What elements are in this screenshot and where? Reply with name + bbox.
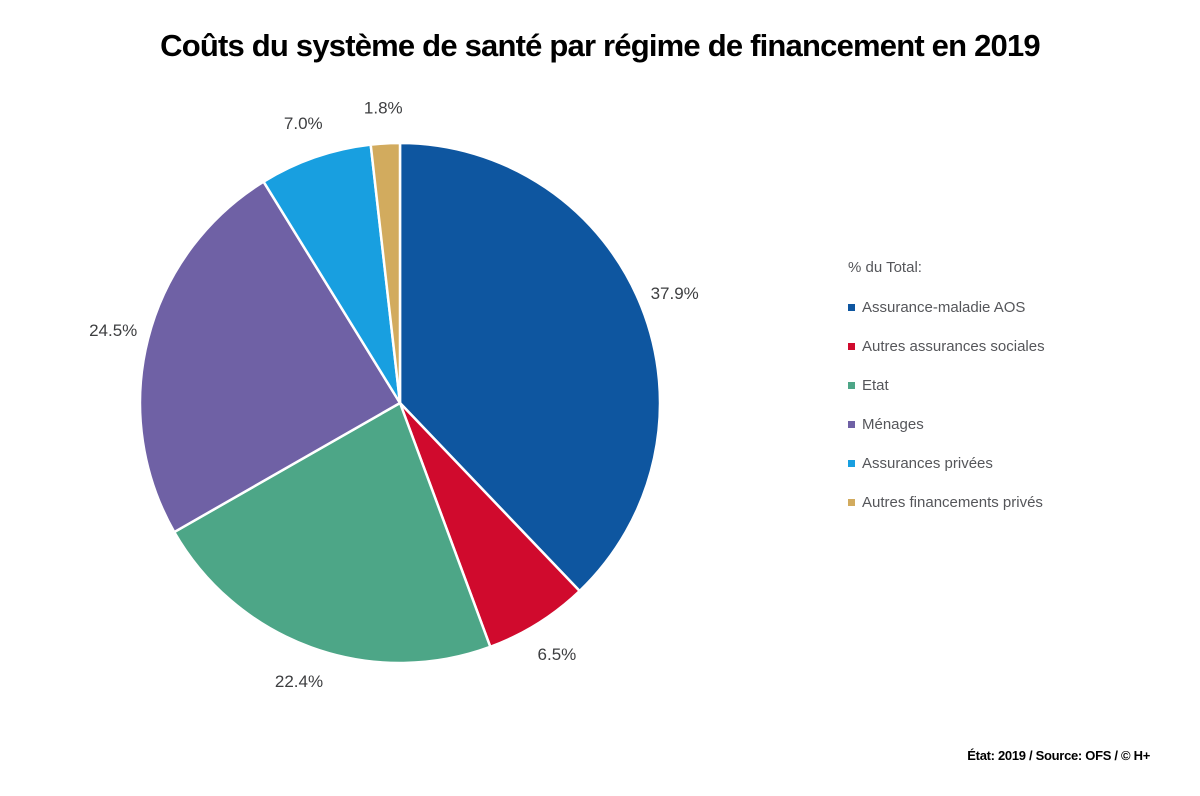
- pie-percent-label-autres-assurances-sociales: 6.5%: [538, 645, 577, 664]
- legend-item-etat[interactable]: Etat: [848, 377, 1045, 394]
- pie-percent-label-assurances-privees: 7.0%: [284, 114, 323, 133]
- legend-label: Etat: [862, 377, 889, 394]
- pie-percent-label-assurance-maladie-aos: 37.9%: [651, 284, 699, 303]
- pie-slice-menages[interactable]: [138, 180, 402, 534]
- legend-title: % du Total:: [848, 259, 922, 276]
- legend-label: Assurances privées: [862, 455, 993, 472]
- legend-item-menages[interactable]: Ménages: [848, 416, 1045, 433]
- legend-item-assurance-maladie-aos[interactable]: Assurance-maladie AOS: [848, 299, 1045, 316]
- legend-label: Ménages: [862, 416, 924, 433]
- chart-legend: % du Total: Assurance-maladie AOS Autres …: [848, 259, 1045, 533]
- legend-item-autres-assurances-sociales[interactable]: Autres assurances sociales: [848, 338, 1045, 355]
- legend-swatch-icon: [848, 499, 855, 506]
- legend-items: Assurance-maladie AOS Autres assurances s…: [848, 299, 1045, 511]
- legend-swatch-icon: [848, 421, 855, 428]
- legend-item-autres-financements-prives[interactable]: Autres financements privés: [848, 494, 1045, 511]
- pie-percent-label-autres-financements-prives: 1.8%: [364, 98, 403, 117]
- pie-slice-assurances-privees[interactable]: [262, 143, 402, 405]
- pie-percent-label-menages: 24.5%: [89, 321, 137, 340]
- pie-percent-label-etat: 22.4%: [275, 672, 323, 691]
- legend-label: Assurance-maladie AOS: [862, 299, 1026, 316]
- legend-label: Autres assurances sociales: [862, 338, 1045, 355]
- legend-swatch-icon: [848, 382, 855, 389]
- legend-swatch-icon: [848, 304, 855, 311]
- pie-slice-autres-financements-prives[interactable]: [369, 141, 402, 405]
- legend-swatch-icon: [848, 460, 855, 467]
- pie-slice-etat[interactable]: [173, 401, 492, 665]
- source-note: État: 2019 / Source: OFS / © H+: [967, 748, 1150, 763]
- legend-label: Autres financements privés: [862, 494, 1043, 511]
- legend-item-assurances-privees[interactable]: Assurances privées: [848, 455, 1045, 472]
- legend-swatch-icon: [848, 343, 855, 350]
- pie-slice-assurance-maladie-aos[interactable]: [398, 141, 662, 593]
- chart-title: Coûts du système de santé par régime de …: [160, 28, 1040, 63]
